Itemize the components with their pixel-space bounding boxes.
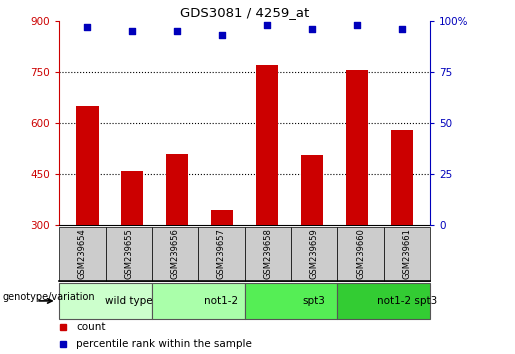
Point <box>83 24 92 30</box>
Bar <box>59 283 152 319</box>
Bar <box>291 227 337 281</box>
Text: GSM239655: GSM239655 <box>124 229 133 279</box>
Text: count: count <box>76 321 106 332</box>
Text: genotype/variation: genotype/variation <box>3 292 95 302</box>
Bar <box>198 227 245 281</box>
Bar <box>384 227 430 281</box>
Bar <box>76 106 98 225</box>
Bar <box>59 227 106 281</box>
Point <box>308 27 316 32</box>
Bar <box>245 227 291 281</box>
Point <box>173 29 181 34</box>
Point <box>263 23 271 28</box>
Bar <box>106 227 152 281</box>
Point <box>398 27 406 32</box>
Bar <box>301 155 323 225</box>
Bar <box>337 227 384 281</box>
Bar <box>256 65 278 225</box>
Bar <box>337 283 430 319</box>
Text: GSM239654: GSM239654 <box>78 229 87 279</box>
Text: GSM239657: GSM239657 <box>217 229 226 279</box>
Point <box>218 33 226 38</box>
Bar <box>346 70 368 225</box>
Text: wild type: wild type <box>105 296 152 306</box>
Text: GSM239656: GSM239656 <box>170 229 180 279</box>
Bar <box>166 154 188 225</box>
Text: not1-2 spt3: not1-2 spt3 <box>377 296 437 306</box>
Text: GSM239658: GSM239658 <box>263 229 272 279</box>
Point <box>128 29 136 34</box>
Text: spt3: spt3 <box>303 296 325 306</box>
Text: percentile rank within the sample: percentile rank within the sample <box>76 339 252 349</box>
Bar <box>245 283 337 319</box>
Bar <box>121 171 144 225</box>
Bar <box>211 210 233 225</box>
Point <box>353 23 361 28</box>
Text: GSM239660: GSM239660 <box>356 229 365 279</box>
Text: not1-2: not1-2 <box>204 296 238 306</box>
Text: GSM239659: GSM239659 <box>310 229 319 279</box>
Title: GDS3081 / 4259_at: GDS3081 / 4259_at <box>180 6 309 19</box>
Bar <box>152 283 245 319</box>
Text: GSM239661: GSM239661 <box>402 229 411 279</box>
Bar <box>152 227 198 281</box>
Bar <box>391 130 413 225</box>
